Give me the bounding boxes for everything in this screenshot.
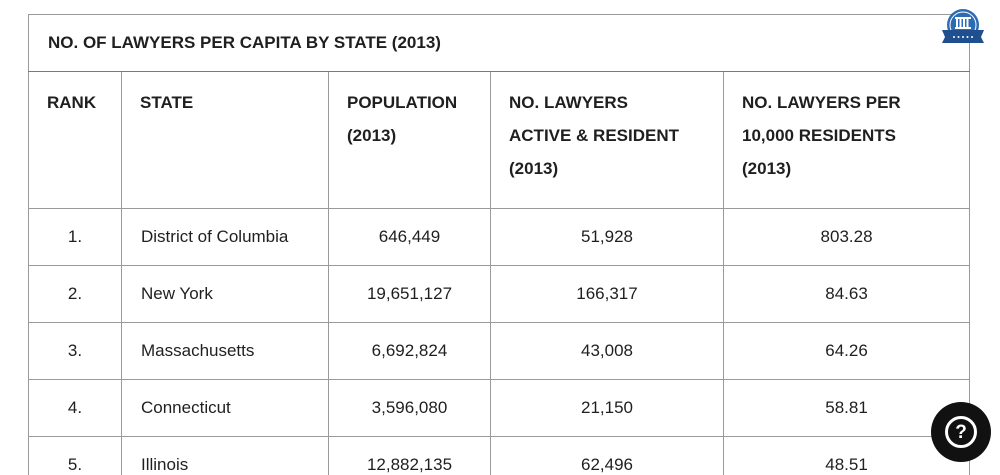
header-lawyers-line-3: (2013) [509,159,559,178]
header-row: RANK STATE POPULATION (2013) NO. LAWYERS… [28,71,971,209]
cell-per-10000: 803.28 [722,208,971,266]
cell-population: 3,596,080 [328,379,491,437]
help-symbol: ? [955,421,967,443]
cell-per-10000: 58.81 [722,379,971,437]
table-row: 1. District of Columbia 646,449 51,928 8… [28,208,971,266]
header-per-10000-line-1: NO. LAWYERS PER [742,93,901,112]
cell-population: 646,449 [328,208,491,266]
cell-state: District of Columbia [121,208,329,266]
cell-per-10000: 84.63 [722,265,971,323]
cell-state: Connecticut [121,379,329,437]
header-lawyers-line-2: ACTIVE & RESIDENT [509,126,680,145]
table-row: 5. Illinois 12,882,135 62,496 48.51 [28,436,971,475]
cell-lawyers: 62,496 [490,436,724,475]
header-state: STATE [121,71,329,209]
header-population-line-2: (2013) [347,126,397,145]
help-button[interactable]: ? [931,402,991,462]
cell-per-10000: 64.26 [722,322,971,380]
cell-lawyers: 51,928 [490,208,724,266]
table-row: 2. New York 19,651,127 166,317 84.63 [28,265,971,323]
table-row: 3. Massachusetts 6,692,824 43,008 64.26 [28,322,971,380]
lawyers-table-container: NO. OF LAWYERS PER CAPITA BY STATE (2013… [27,14,971,475]
cell-per-10000: 48.51 [722,436,971,475]
header-lawyers: NO. LAWYERS ACTIVE & RESIDENT (2013) [490,71,724,209]
cell-rank: 3. [28,322,122,380]
header-per-10000-line-2: 10,000 RESIDENTS [742,126,897,145]
cell-state: Illinois [121,436,329,475]
header-per-10000-line-3: (2013) [742,159,792,178]
lawyers-per-capita-table: NO. OF LAWYERS PER CAPITA BY STATE (2013… [27,14,971,475]
table-caption: NO. OF LAWYERS PER CAPITA BY STATE (2013… [27,14,971,72]
cell-rank: 2. [28,265,122,323]
header-population-line-1: POPULATION [347,93,458,112]
header-rank-line: RANK [47,93,97,112]
cell-rank: 1. [28,208,122,266]
header-population: POPULATION (2013) [328,71,491,209]
header-per-10000: NO. LAWYERS PER 10,000 RESIDENTS (2013) [722,71,971,209]
question-mark-icon: ? [945,416,977,448]
caption-row: NO. OF LAWYERS PER CAPITA BY STATE (2013… [27,14,971,72]
cell-lawyers: 166,317 [490,265,724,323]
cell-lawyers: 43,008 [490,322,724,380]
cell-lawyers: 21,150 [490,379,724,437]
cell-population: 12,882,135 [328,436,491,475]
table-row: 4. Connecticut 3,596,080 21,150 58.81 [28,379,971,437]
cell-rank: 5. [28,436,122,475]
cell-population: 19,651,127 [328,265,491,323]
award-badge-icon [940,8,986,46]
header-state-line: STATE [140,93,194,112]
cell-rank: 4. [28,379,122,437]
header-rank: RANK [28,71,122,209]
cell-state: New York [121,265,329,323]
cell-population: 6,692,824 [328,322,491,380]
cell-state: Massachusetts [121,322,329,380]
header-lawyers-line-1: NO. LAWYERS [509,93,629,112]
